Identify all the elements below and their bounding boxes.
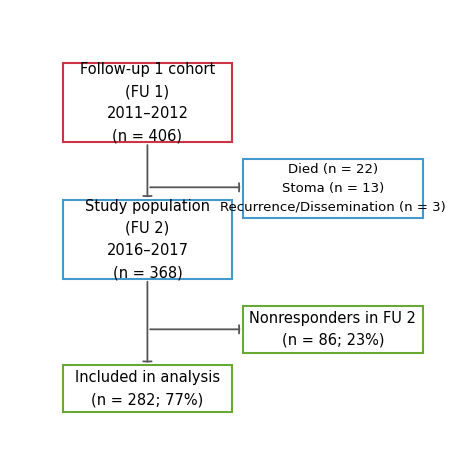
FancyBboxPatch shape	[63, 200, 232, 279]
Text: Study population
(FU 2)
2016–2017
(n = 368): Study population (FU 2) 2016–2017 (n = 3…	[85, 198, 210, 280]
Text: Follow-up 1 cohort
(FU 1)
2011–2012
(n = 406): Follow-up 1 cohort (FU 1) 2011–2012 (n =…	[80, 62, 215, 143]
FancyBboxPatch shape	[243, 158, 423, 218]
Text: Died (n = 22)
Stoma (n = 13)
Recurrence/Dissemination (n = 3): Died (n = 22) Stoma (n = 13) Recurrence/…	[220, 163, 446, 214]
Text: Nonresponders in FU 2
(n = 86; 23%): Nonresponders in FU 2 (n = 86; 23%)	[249, 311, 416, 348]
FancyBboxPatch shape	[63, 365, 232, 412]
FancyBboxPatch shape	[243, 306, 423, 353]
Text: Included in analysis
(n = 282; 77%): Included in analysis (n = 282; 77%)	[75, 370, 220, 407]
FancyBboxPatch shape	[63, 63, 232, 142]
